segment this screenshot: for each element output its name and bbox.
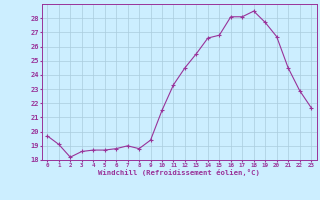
- X-axis label: Windchill (Refroidissement éolien,°C): Windchill (Refroidissement éolien,°C): [98, 169, 260, 176]
